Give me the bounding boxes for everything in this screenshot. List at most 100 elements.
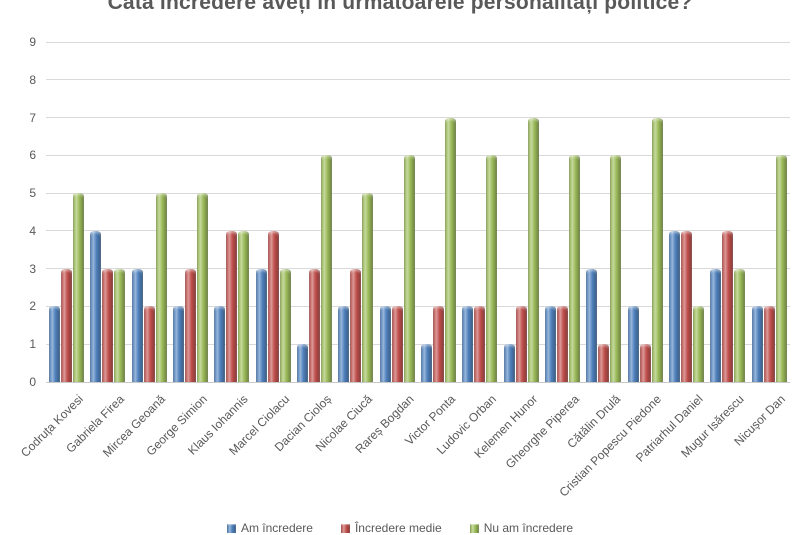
bar-incredere-medie bbox=[61, 268, 73, 382]
plot-area bbox=[46, 41, 790, 383]
bar-group-kelemen-hunor bbox=[501, 42, 542, 382]
chart-title: Câtă încredere aveți în următoarele pers… bbox=[107, 0, 693, 14]
bar-incredere-medie bbox=[515, 306, 527, 382]
bar-groups bbox=[46, 42, 790, 382]
bar-group-gheorghe-piperea bbox=[542, 42, 583, 382]
gridline bbox=[46, 192, 790, 194]
legend-label: Încredere medie bbox=[354, 521, 442, 535]
bar-nu-am-incredere bbox=[527, 117, 539, 382]
bar-am-incredere bbox=[462, 306, 474, 382]
bar-incredere-medie bbox=[557, 306, 569, 382]
bar-nu-am-incredere bbox=[486, 155, 498, 382]
bar-incredere-medie bbox=[474, 306, 486, 382]
y-axis-label: 4 bbox=[29, 223, 36, 238]
bar-group-nicolae-ciuca bbox=[335, 42, 376, 382]
bar-nu-am-incredere bbox=[693, 306, 705, 382]
bar-nu-am-incredere bbox=[279, 268, 291, 382]
bar-am-incredere bbox=[751, 306, 763, 382]
legend-label: Nu am încredere bbox=[483, 521, 574, 535]
bar-am-incredere bbox=[545, 306, 557, 382]
y-axis-label: 3 bbox=[29, 261, 36, 276]
bar-nu-am-incredere bbox=[775, 155, 787, 382]
bar-group-marcel-ciolacu bbox=[253, 42, 294, 382]
bar-nu-am-incredere bbox=[114, 268, 126, 382]
bar-nu-am-incredere bbox=[155, 193, 167, 382]
bar-group-mircea-geoana bbox=[129, 42, 170, 382]
bar-am-incredere bbox=[627, 306, 639, 382]
bar-incredere-medie bbox=[185, 268, 197, 382]
bar-am-incredere bbox=[255, 268, 267, 382]
bar-am-incredere bbox=[710, 268, 722, 382]
bar-incredere-medie bbox=[309, 268, 321, 382]
bar-group-gabriela-firea bbox=[87, 42, 128, 382]
bar-incredere-medie bbox=[639, 344, 651, 382]
bar-group-klaus-iohannis bbox=[211, 42, 252, 382]
bar-group-cristian-popescu-piedone bbox=[625, 42, 666, 382]
bar-incredere-medie bbox=[350, 268, 362, 382]
bar-nu-am-incredere bbox=[238, 230, 250, 382]
gridline bbox=[46, 343, 790, 345]
y-axis-label: 5 bbox=[29, 186, 36, 201]
bar-group-rares-bogdan bbox=[377, 42, 418, 382]
bar-incredere-medie bbox=[226, 230, 238, 382]
bar-nu-am-incredere bbox=[403, 155, 415, 382]
bar-incredere-medie bbox=[763, 306, 775, 382]
legend-item-nu-am-incredere: Nu am încredere bbox=[469, 521, 574, 535]
bar-am-incredere bbox=[214, 306, 226, 382]
bar-am-incredere bbox=[173, 306, 185, 382]
bar-incredere-medie bbox=[433, 306, 445, 382]
bar-group-catalin-drula bbox=[583, 42, 624, 382]
y-axis-label: 9 bbox=[29, 35, 36, 49]
bar-incredere-medie bbox=[391, 306, 403, 382]
x-axis-label: Gheorghe Piperea bbox=[502, 392, 582, 472]
bar-group-victor-ponta bbox=[418, 42, 459, 382]
bar-nu-am-incredere bbox=[197, 193, 209, 382]
bar-am-incredere bbox=[297, 344, 309, 382]
bar-nu-am-incredere bbox=[610, 155, 622, 382]
bar-nu-am-incredere bbox=[445, 117, 457, 382]
bar-incredere-medie bbox=[598, 344, 610, 382]
legend-item-am-incredere: Am încredere bbox=[226, 521, 313, 535]
bar-nu-am-incredere bbox=[569, 155, 581, 382]
legend-label: Am încredere bbox=[240, 521, 313, 535]
bar-group-ludovic-orban bbox=[459, 42, 500, 382]
bar-am-incredere bbox=[338, 306, 350, 382]
bar-am-incredere bbox=[669, 230, 681, 382]
bar-group-patriarhul-daniel bbox=[666, 42, 707, 382]
bar-nu-am-incredere bbox=[321, 155, 333, 382]
bar-am-incredere bbox=[49, 306, 61, 382]
legend-item-incredere-medie: Încredere medie bbox=[340, 521, 442, 535]
gridline bbox=[46, 154, 790, 156]
y-axis-label: 0 bbox=[29, 375, 36, 389]
gridline bbox=[46, 41, 790, 43]
gridline bbox=[46, 79, 790, 81]
gridline bbox=[46, 268, 790, 270]
legend: Am încredere Încredere medie Nu am încrede… bbox=[0, 521, 800, 535]
bar-am-incredere bbox=[379, 306, 391, 382]
bar-group-nicusor-dan bbox=[749, 42, 790, 382]
bar-am-incredere bbox=[503, 344, 515, 382]
bar-incredere-medie bbox=[267, 230, 279, 382]
bar-group-codruta-kovesi bbox=[46, 42, 87, 382]
bar-am-incredere bbox=[90, 230, 102, 382]
bar-group-dacian-ciolos bbox=[294, 42, 335, 382]
bar-nu-am-incredere bbox=[734, 268, 746, 382]
y-axis-label: 8 bbox=[29, 72, 36, 87]
bar-incredere-medie bbox=[102, 268, 114, 382]
gridline bbox=[46, 230, 790, 232]
legend-marker-icon bbox=[340, 524, 350, 533]
gridline bbox=[46, 305, 790, 307]
bar-incredere-medie bbox=[681, 230, 693, 382]
bar-nu-am-incredere bbox=[73, 193, 85, 382]
bar-nu-am-incredere bbox=[651, 117, 663, 382]
gridlines bbox=[46, 41, 790, 382]
bar-am-incredere bbox=[586, 268, 598, 382]
bar-group-mugur-isarescu bbox=[707, 42, 748, 382]
y-axis-label: 7 bbox=[29, 110, 36, 125]
y-axis-label: 6 bbox=[29, 148, 36, 163]
bar-incredere-medie bbox=[143, 306, 155, 382]
y-axis-label: 1 bbox=[29, 337, 36, 352]
bar-am-incredere bbox=[421, 344, 433, 382]
y-axis-label: 2 bbox=[29, 299, 36, 314]
bar-nu-am-incredere bbox=[362, 193, 374, 382]
